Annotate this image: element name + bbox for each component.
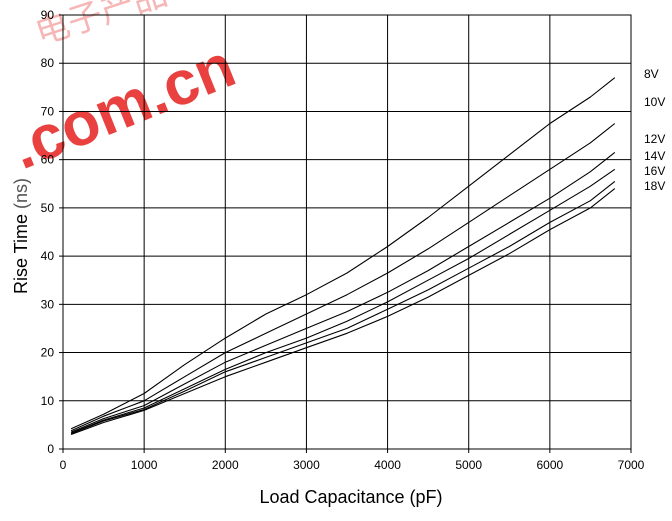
y-axis-title-main: Rise Time [11, 214, 31, 294]
x-tick-label: 7000 [618, 458, 645, 472]
y-tick-label: 90 [41, 8, 55, 22]
x-tick-label: 6000 [537, 458, 564, 472]
y-axis-ticks: 0 10 20 30 40 50 60 70 80 90 [41, 8, 63, 456]
x-tick-label: 2000 [212, 458, 239, 472]
series-label-16v: 16V [644, 164, 665, 178]
y-tick-label: 30 [41, 297, 55, 311]
series-line-12v [70, 151, 616, 433]
x-axis-title: Load Capacitance (pF) [259, 487, 442, 507]
series-line-8v [70, 77, 616, 430]
y-tick-label: 80 [41, 56, 55, 70]
x-tick-label: 4000 [374, 458, 401, 472]
y-tick-label: 70 [41, 104, 55, 118]
series-line-16v [70, 180, 616, 435]
series-label-10v: 10V [644, 95, 665, 109]
y-tick-label: 60 [41, 153, 55, 167]
y-tick-label: 0 [47, 442, 54, 456]
y-tick-label: 20 [41, 346, 55, 360]
watermark: 电子产品 .com.cn [1, 0, 244, 183]
series-line-14v [70, 168, 616, 434]
series-label-14v: 14V [644, 149, 665, 163]
y-tick-label: 50 [41, 201, 55, 215]
series-label-12v: 12V [644, 132, 665, 146]
series-label-8v: 8V [644, 67, 659, 81]
x-tick-label: 5000 [455, 458, 482, 472]
plot-area-frame [62, 14, 632, 450]
series-line-18v [70, 188, 616, 436]
x-tick-label: 1000 [131, 458, 158, 472]
watermark-text: .com.cn [1, 31, 244, 183]
series-label-18v: 18V [644, 179, 665, 193]
grid-lines [63, 15, 631, 449]
x-axis-ticks: 0 1000 2000 3000 4000 5000 6000 7000 [60, 449, 645, 472]
y-tick-label: 40 [41, 249, 55, 263]
x-tick-label: 3000 [293, 458, 320, 472]
series-lines [70, 77, 616, 436]
y-axis-title: Rise Time (ns) [11, 178, 31, 294]
series-line-10v [70, 123, 616, 432]
y-tick-label: 10 [41, 394, 55, 408]
x-tick-label: 0 [60, 458, 67, 472]
y-axis-title-unit: (ns) [11, 178, 31, 209]
